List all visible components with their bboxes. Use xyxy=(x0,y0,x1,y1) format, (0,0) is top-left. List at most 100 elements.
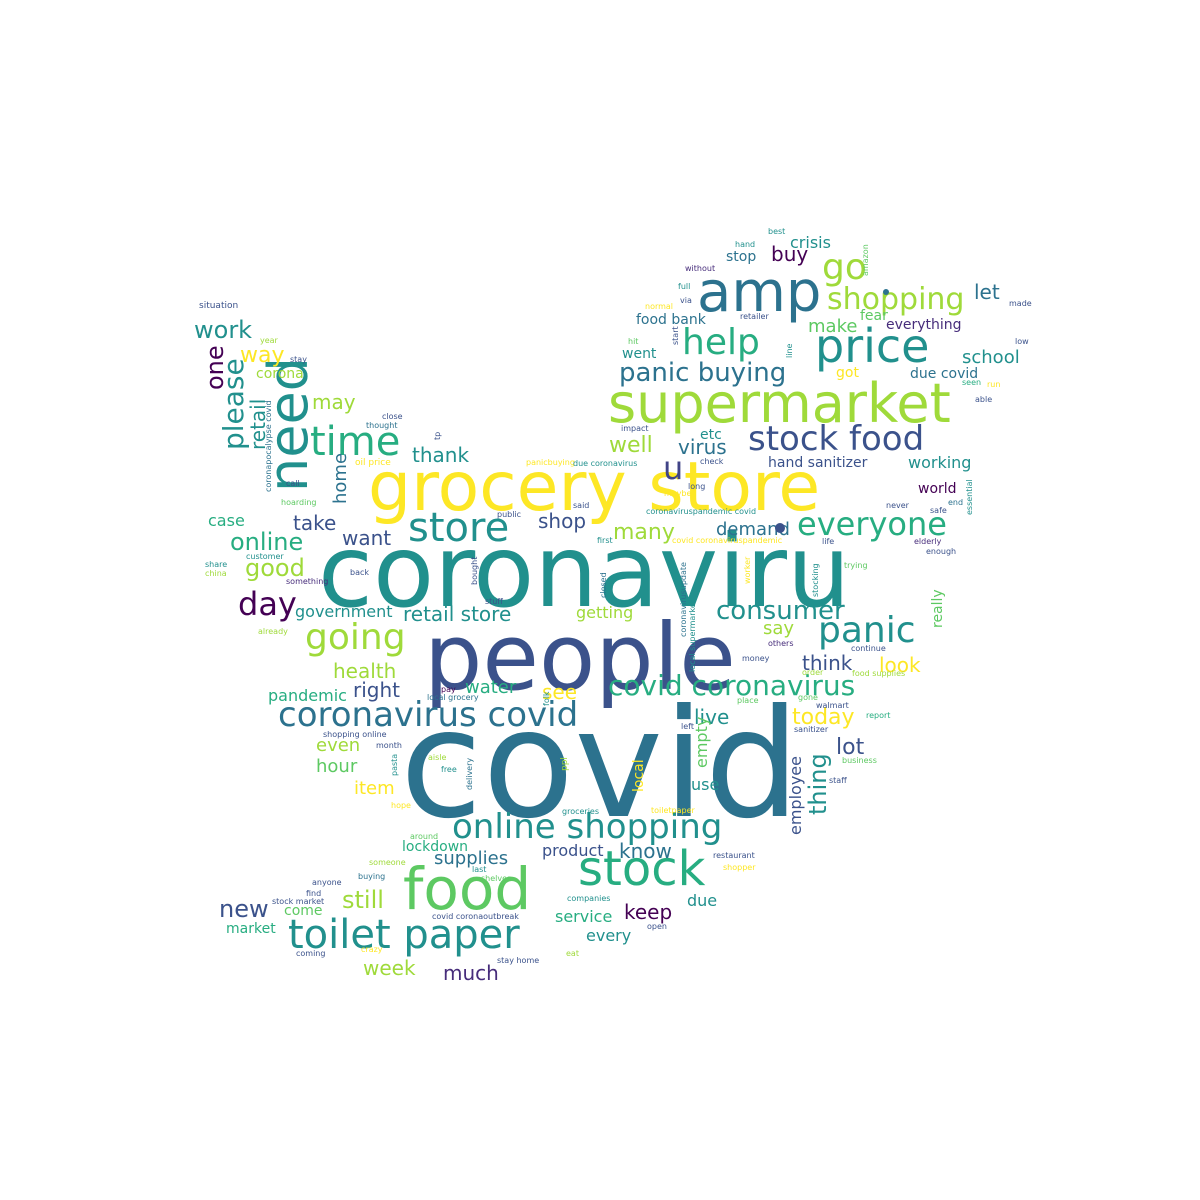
word-crisis: crisis xyxy=(790,233,831,252)
word-people: people xyxy=(424,604,736,711)
word-enough: enough xyxy=(926,547,957,556)
word-case: case xyxy=(208,511,245,530)
word-food: food xyxy=(403,855,532,923)
word-others: others xyxy=(768,639,794,648)
word-left: left xyxy=(681,722,694,731)
word-online-shopping: online shopping xyxy=(452,807,723,847)
word-stuff: stuff xyxy=(485,597,503,606)
word-right: right xyxy=(353,678,400,702)
word-got: got xyxy=(836,365,859,381)
word-low: low xyxy=(1015,337,1029,346)
word-open: open xyxy=(647,922,667,931)
word-hand: hand xyxy=(735,240,756,249)
word-shopping: shopping xyxy=(827,282,965,317)
word-last: last xyxy=(472,865,487,874)
word-month: month xyxy=(376,741,402,750)
word-close: close xyxy=(382,412,403,421)
word-school: school xyxy=(962,347,1020,368)
word-coronaviru: coronaviru xyxy=(318,513,851,630)
word-covid-coronavirus: covid coronavirus xyxy=(608,669,856,702)
word-share: share xyxy=(205,560,228,569)
word-long: long xyxy=(688,482,706,491)
word-day: day xyxy=(238,585,297,623)
word-toiletpaper: toiletpaper xyxy=(651,806,695,815)
word-run: run xyxy=(987,380,1001,389)
word-service: service xyxy=(555,907,613,926)
word-online: online xyxy=(230,528,304,556)
word-food-bank: food bank xyxy=(636,312,706,328)
word-said: said xyxy=(573,501,590,510)
word-supplies: supplies xyxy=(434,848,509,869)
word-retailer: retailer xyxy=(740,312,769,321)
word-folk: folk xyxy=(542,691,551,706)
word-sanitizer: sanitizer xyxy=(794,725,829,734)
word-best: best xyxy=(768,227,786,236)
word-delivery: delivery xyxy=(465,757,474,790)
word-stocking: stocking xyxy=(811,563,820,597)
word-employee: employee xyxy=(786,756,805,835)
word-corona: corona xyxy=(256,366,304,382)
word-someone: someone xyxy=(369,858,406,867)
decorative-dot xyxy=(883,289,889,295)
word-much: much xyxy=(443,961,499,985)
word-thing: thing xyxy=(804,753,832,815)
word-getting: getting xyxy=(576,603,634,622)
word-make: make xyxy=(808,316,858,337)
word-look: look xyxy=(879,653,921,677)
word-due: due xyxy=(687,891,718,910)
word-coming: coming xyxy=(296,949,326,958)
word-start: start xyxy=(671,326,680,345)
word-take: take xyxy=(293,511,337,535)
word-check: check xyxy=(700,457,724,466)
word-may: may xyxy=(312,390,356,414)
word-hit: hit xyxy=(628,337,639,346)
word-buy: buy xyxy=(771,242,809,266)
word-end: end xyxy=(948,498,964,507)
word-today: today xyxy=(792,705,855,730)
word-worker: worker xyxy=(743,556,752,584)
word-thank: thank xyxy=(412,443,470,467)
word-see: see xyxy=(542,680,578,704)
word-pandemic: pandemic xyxy=(268,686,347,705)
word-impact: impact xyxy=(621,424,649,433)
word-gone: gone xyxy=(798,693,818,702)
word-able: able xyxy=(975,395,993,404)
word-really: really xyxy=(930,589,946,628)
word-went: went xyxy=(622,346,657,362)
word-empty: empty xyxy=(692,716,711,768)
word-due-covid: due covid xyxy=(910,366,979,382)
word-aisle: aisle xyxy=(428,753,447,762)
word-groceries: groceries xyxy=(562,807,600,816)
word-panic: panic xyxy=(818,610,916,651)
word-anyone: anyone xyxy=(312,878,342,887)
word-continue: continue xyxy=(851,644,886,653)
word-report: report xyxy=(866,711,891,720)
word-even: even xyxy=(316,735,361,756)
word-market: market xyxy=(226,921,276,937)
word-order: order xyxy=(802,668,824,677)
word-crazy: crazy xyxy=(361,945,383,954)
word-china: china xyxy=(205,569,227,578)
word-year: year xyxy=(260,336,278,345)
word-closed: closed xyxy=(599,572,608,598)
word-way: way xyxy=(240,343,285,368)
word-money: money xyxy=(742,654,770,663)
word-place: place xyxy=(737,696,759,705)
word-know: know xyxy=(619,839,672,863)
word-coronapocalypse-covid: coronapocalypse covid xyxy=(264,400,273,492)
word-consumer: consumer xyxy=(716,596,845,626)
word-store: store xyxy=(408,505,510,551)
word-coronavirus-covid: coronavirus covid xyxy=(278,695,579,735)
word-hour: hour xyxy=(316,756,358,777)
word-local: local xyxy=(631,759,647,792)
word-coronavirusupdate: coronavirusupdate xyxy=(679,562,688,637)
word-home: home xyxy=(330,452,351,504)
word-trying: trying xyxy=(844,561,868,570)
word-demand: demand xyxy=(716,519,790,540)
word-live: live xyxy=(694,705,730,729)
word-price: price xyxy=(815,319,930,373)
word-go: go xyxy=(822,247,867,288)
word-staff: staff xyxy=(829,776,847,785)
word-shop: shop xyxy=(538,509,587,533)
word-world: world xyxy=(918,481,957,497)
